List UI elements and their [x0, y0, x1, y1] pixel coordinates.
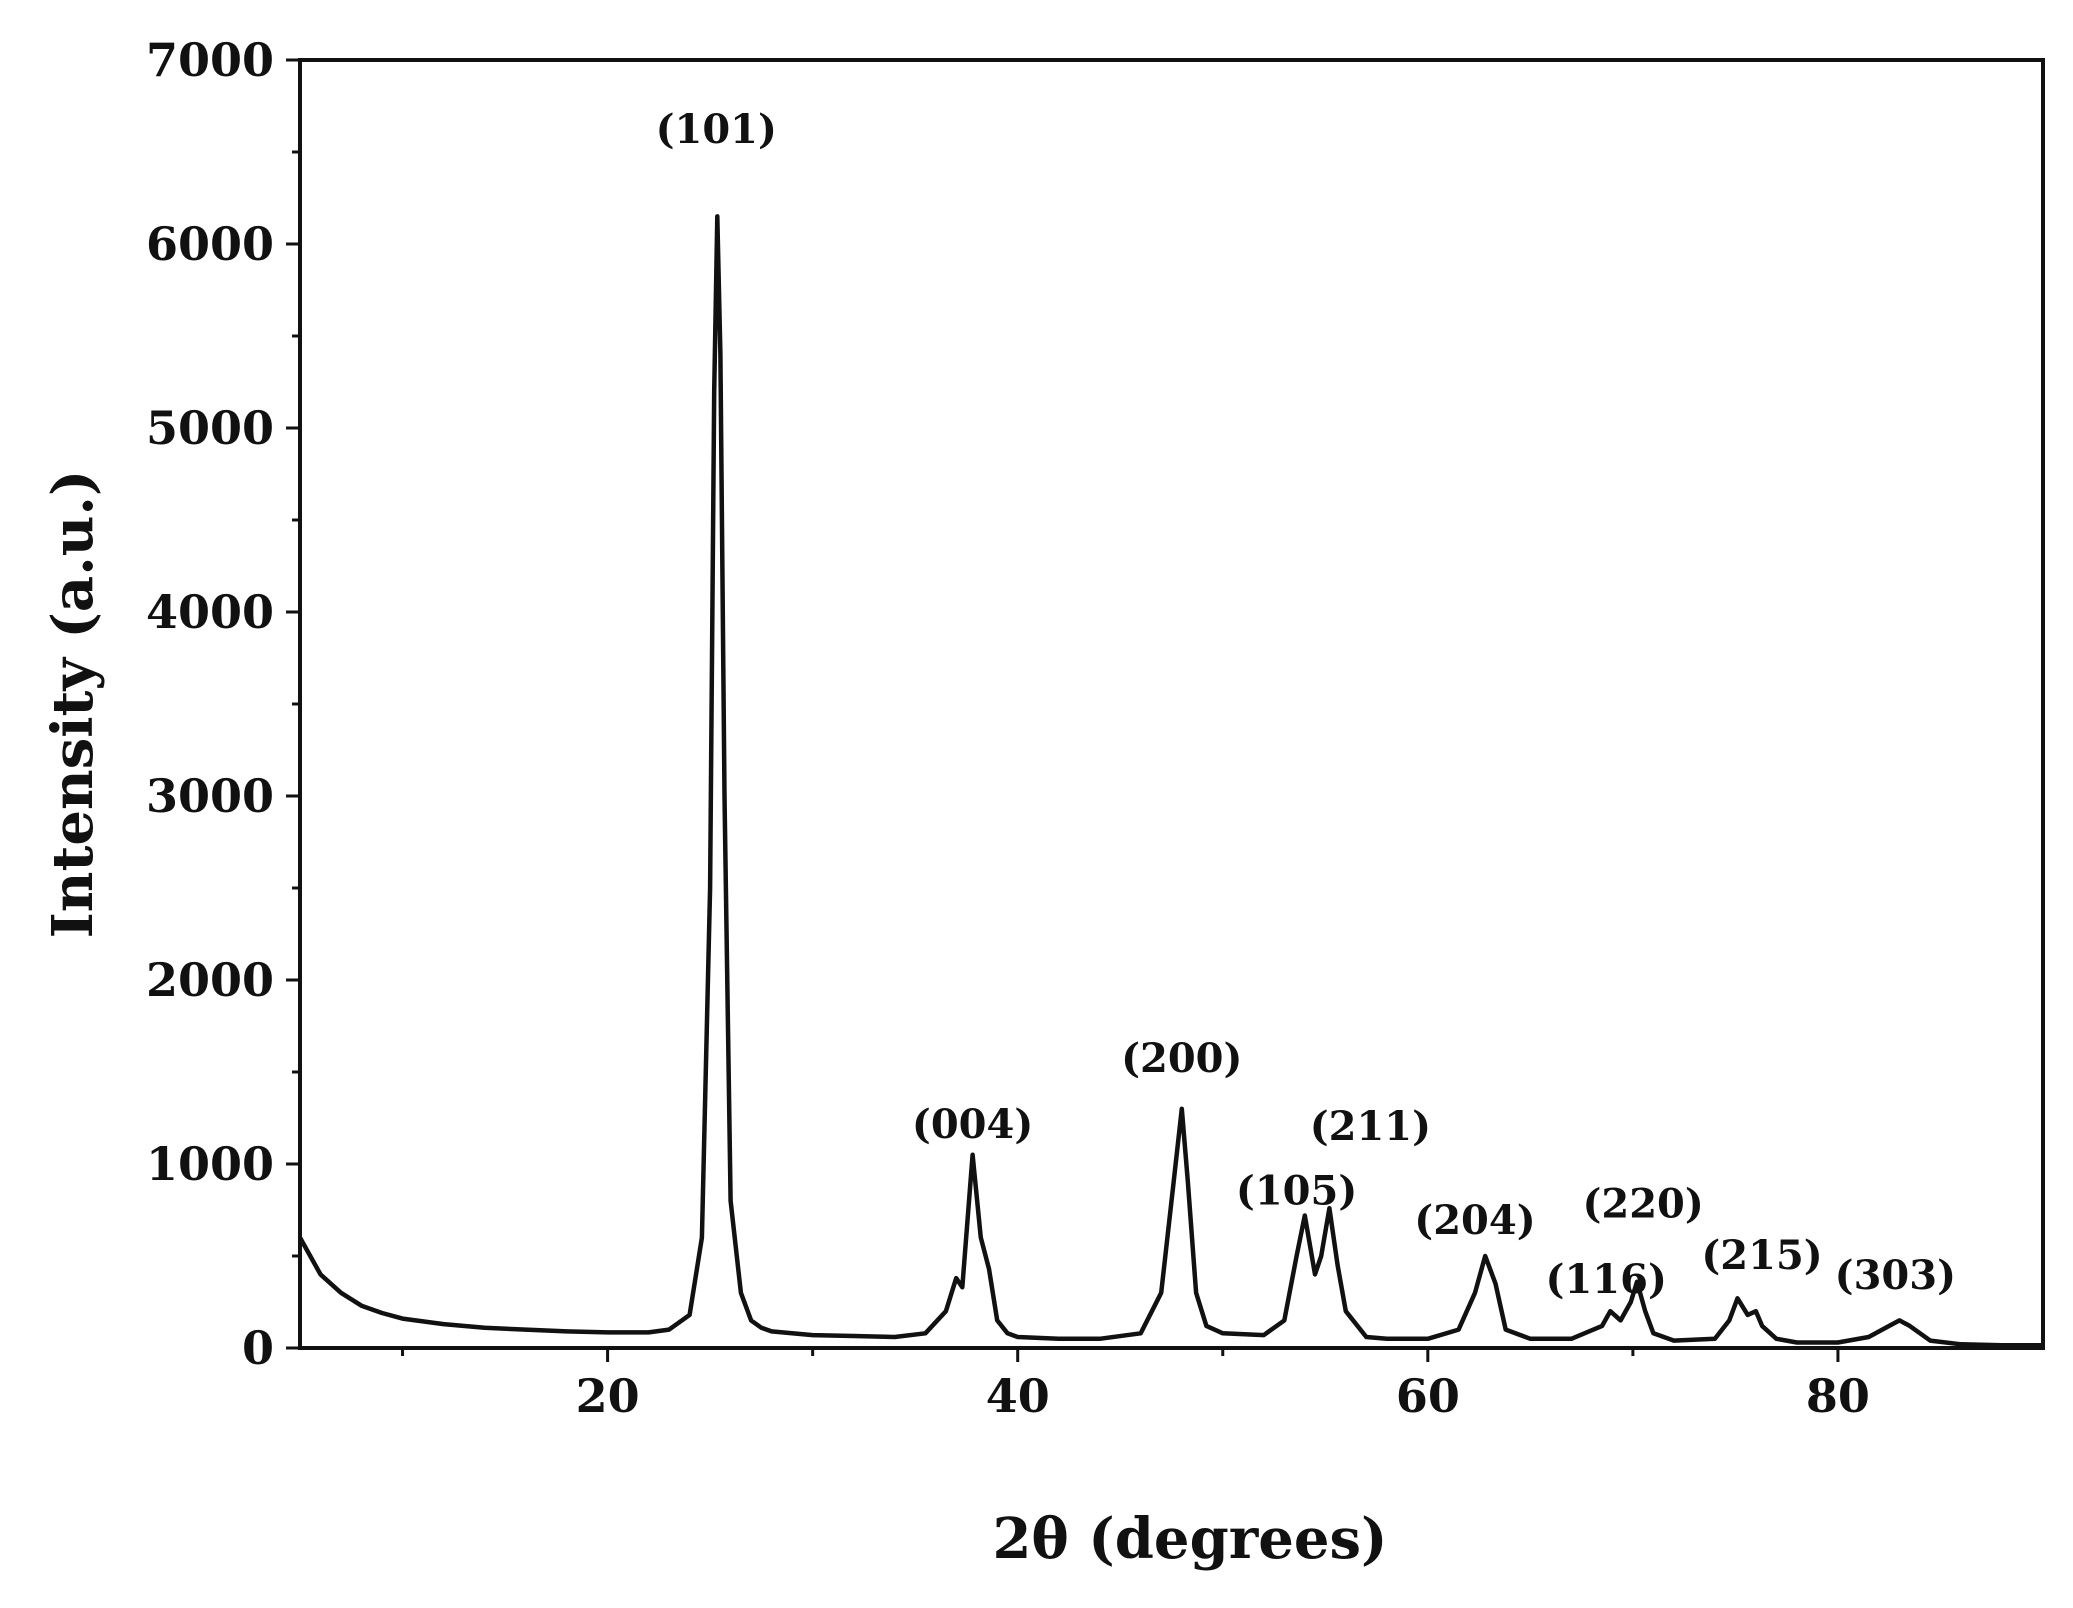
peak-label: (303)	[1835, 1252, 1956, 1299]
x-tick-label: 80	[1806, 1369, 1870, 1423]
x-axis-title: 2θ (degrees)	[992, 1506, 1387, 1572]
peak-label: (204)	[1414, 1197, 1535, 1244]
y-axis: 0 1000 2000 3000 4000 5000 6000 7000	[146, 33, 300, 1375]
data-series-line	[298, 214, 2043, 1348]
peak-label: (116)	[1546, 1256, 1667, 1303]
x-tick-label: 20	[576, 1369, 640, 1423]
peak-label: (215)	[1701, 1232, 1822, 1279]
peak-label: (200)	[1121, 1035, 1242, 1082]
y-tick-label: 3000	[146, 769, 274, 823]
peak-label: (004)	[912, 1101, 1033, 1148]
y-tick-label: 0	[242, 1321, 274, 1375]
peak-label: (211)	[1310, 1103, 1431, 1150]
y-axis-title: Intensity (a.u.)	[40, 470, 106, 939]
plot-frame	[298, 58, 2045, 1350]
y-tick-label: 4000	[146, 585, 274, 639]
x-tick-label: 40	[986, 1369, 1050, 1423]
peak-label: (105)	[1236, 1167, 1357, 1214]
y-tick-label: 2000	[146, 953, 274, 1007]
peak-label: (220)	[1582, 1180, 1703, 1227]
y-tick-label: 1000	[146, 1137, 274, 1191]
x-tick-label: 60	[1396, 1369, 1460, 1423]
x-axis: 20 40 60 80	[401, 1348, 1870, 1423]
y-tick-label: 5000	[146, 401, 274, 455]
y-tick-label: 6000	[146, 217, 274, 271]
y-tick-label: 7000	[146, 33, 274, 87]
peak-label: (101)	[656, 106, 777, 153]
peak-labels: (101) (004) (200) (105) (211) (204)(116) (220)…	[656, 106, 1956, 1303]
